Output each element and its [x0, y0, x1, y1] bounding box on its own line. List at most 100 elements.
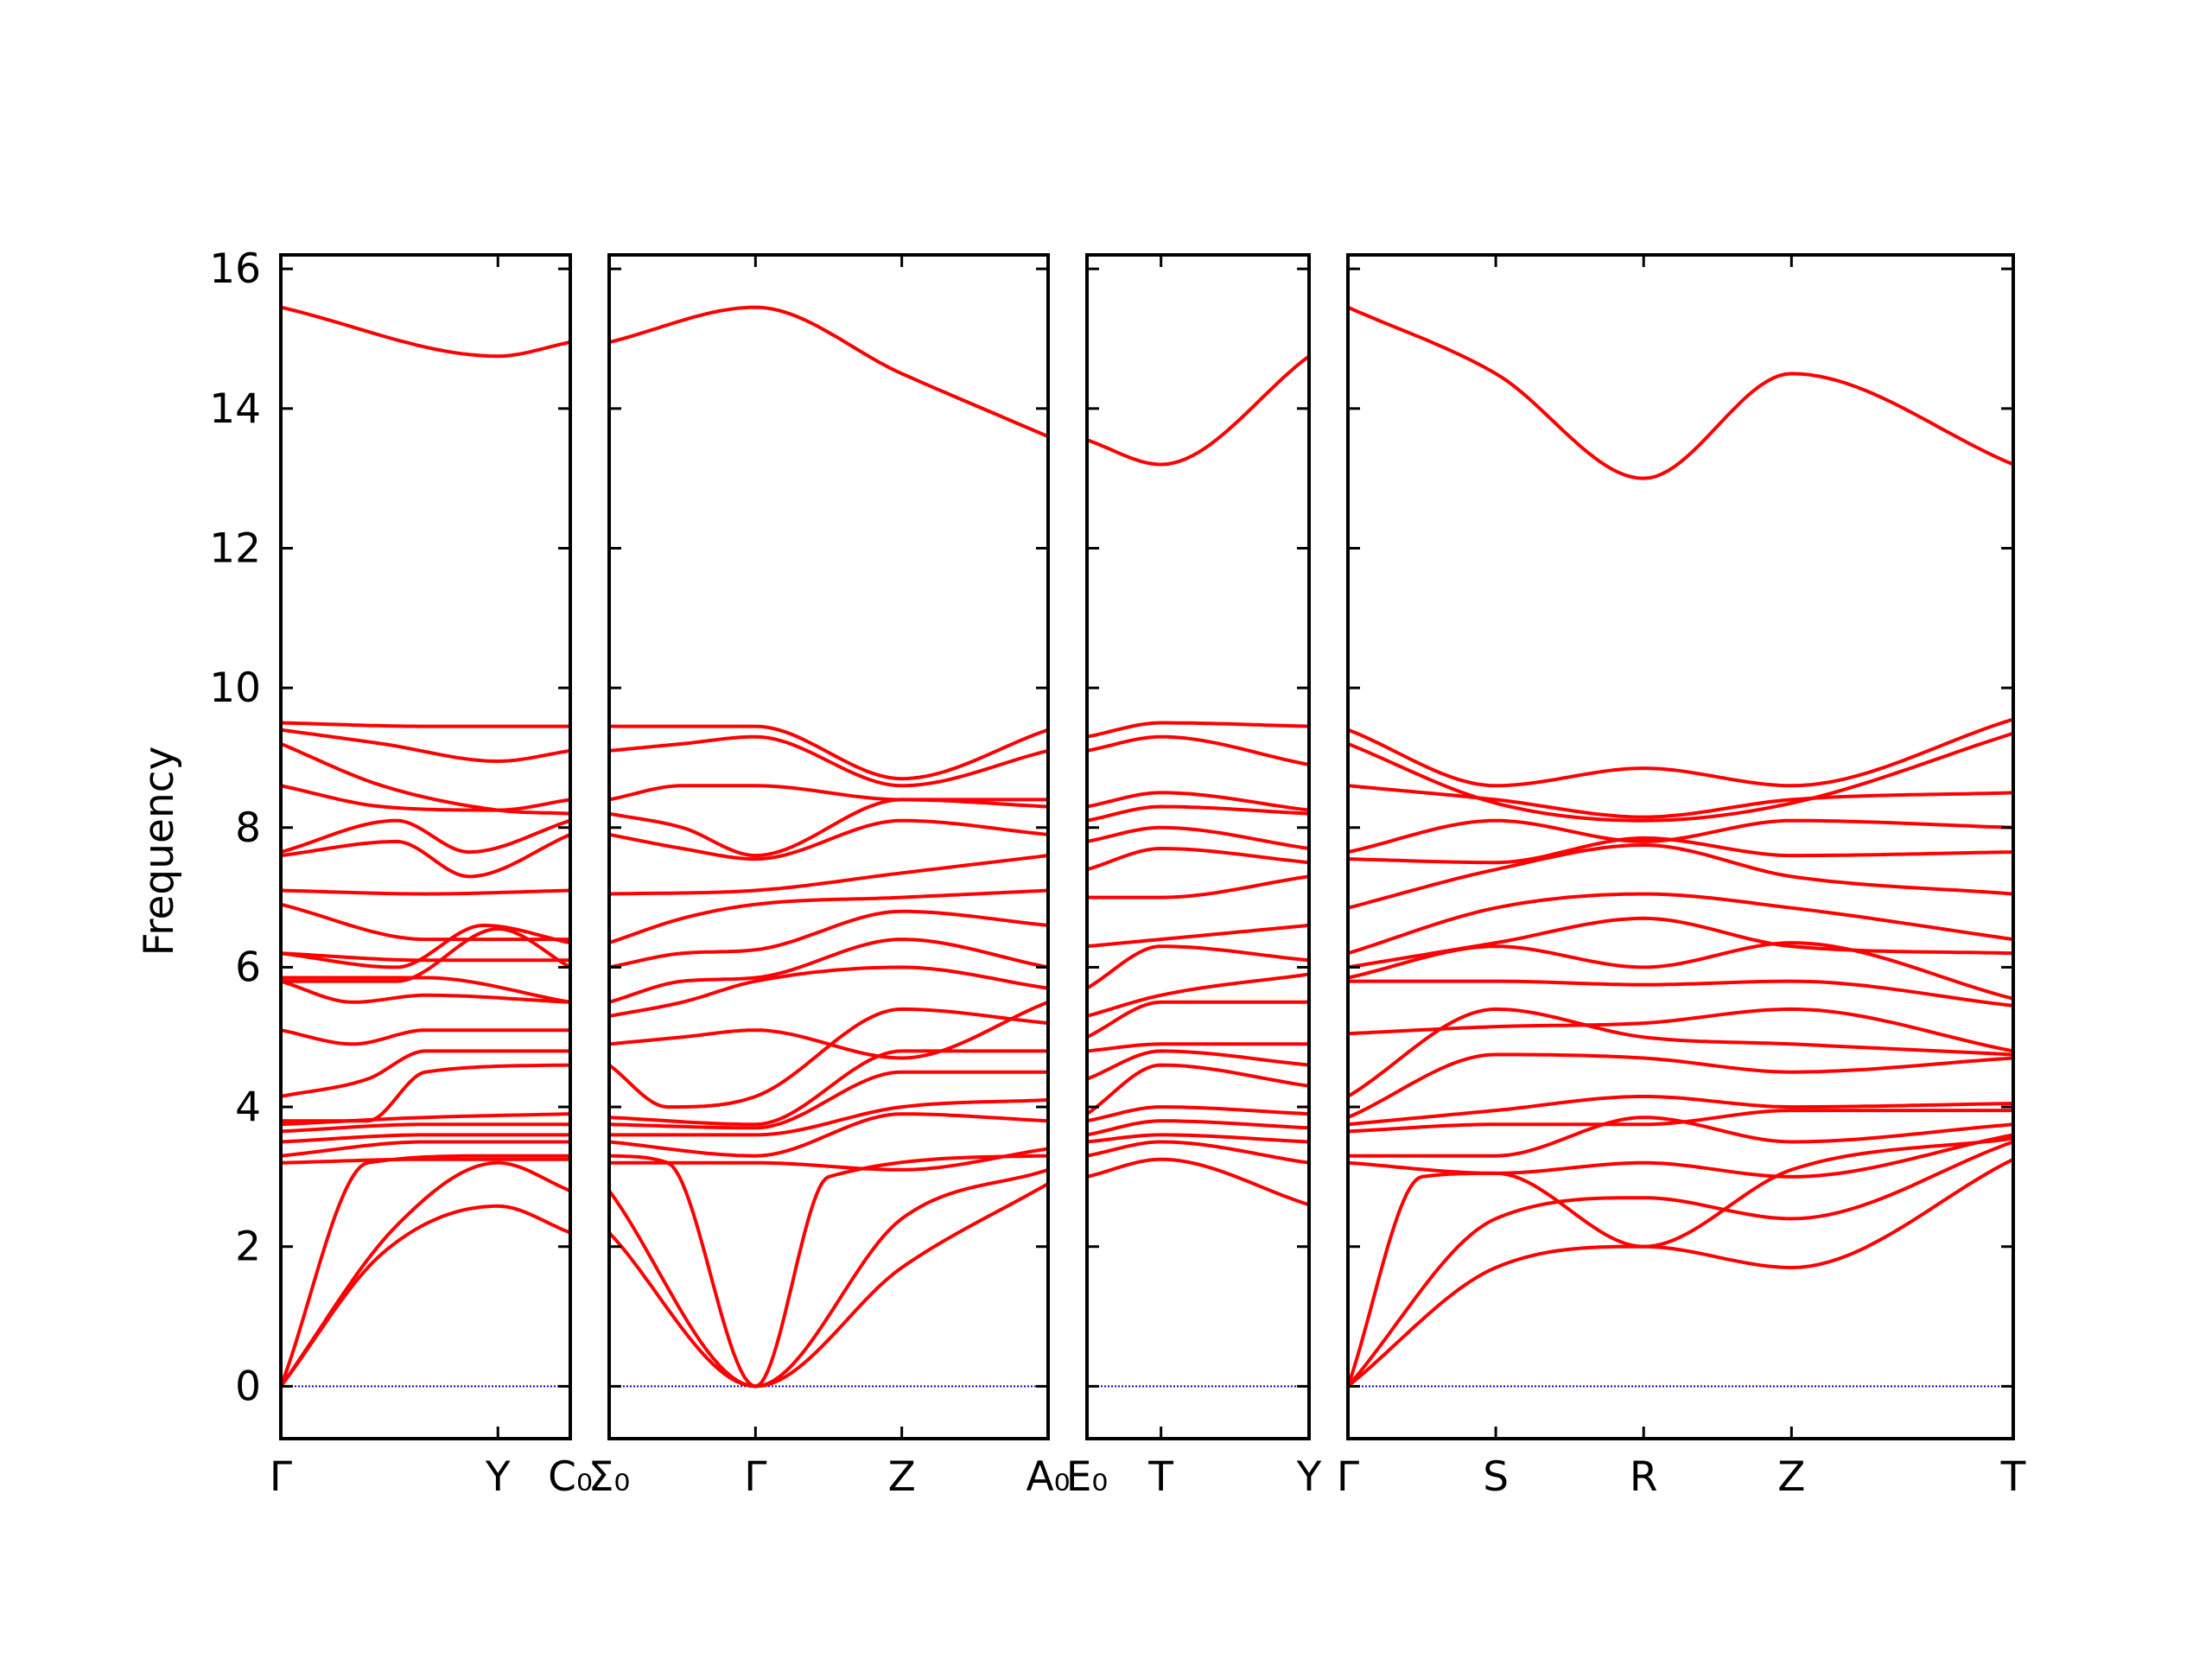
phonon-band-21	[281, 784, 570, 812]
x-tick-label: Γ	[1337, 1453, 1359, 1501]
phonon-band-20	[281, 818, 570, 855]
phonon-band-12	[1087, 923, 1309, 949]
phonon-band-17	[281, 902, 570, 942]
phonon-band-18	[1348, 784, 2013, 819]
x-tick-label: C₀	[548, 1453, 593, 1501]
panel-1: Γ Y C₀	[270, 253, 593, 1501]
x-tick-label: Y	[1296, 1453, 1322, 1501]
phonon-band-17	[1348, 818, 2013, 855]
phonon-band-11	[281, 1028, 570, 1046]
phonon-band-6	[1348, 1109, 2013, 1134]
x-tick-label: Γ	[744, 1453, 766, 1501]
phonon-band-1	[1087, 1157, 1309, 1207]
y-tick-label: 10	[209, 664, 261, 712]
phonon-band-2	[281, 1160, 570, 1389]
phonon-band-5	[1348, 1116, 2013, 1158]
x-tick-label: Z	[888, 1453, 916, 1501]
phonon-band-6	[609, 1098, 1048, 1137]
panel-frame	[279, 253, 572, 1440]
phonon-band-13	[1348, 916, 2013, 969]
y-tick-label: 2	[235, 1224, 261, 1271]
phonon-band-7	[281, 1122, 570, 1134]
y-tick-label: 8	[235, 804, 261, 852]
phonon-band-20	[1087, 354, 1309, 467]
phonon-band-9	[609, 1007, 1048, 1109]
phonon-band-1	[281, 1204, 570, 1389]
phonon-band-18	[281, 888, 570, 896]
phonon-band-4	[1348, 1133, 2013, 1179]
phonon-band-20	[1348, 717, 2013, 788]
phonon-band-16	[281, 923, 570, 969]
x-tick-label: S	[1483, 1453, 1509, 1501]
panel-2: Σ₀ Γ Z A₀	[588, 253, 1071, 1501]
phonon-band-14	[1348, 892, 2013, 956]
phonon-band-7	[1087, 1049, 1309, 1081]
y-tick-label: 12	[209, 524, 261, 572]
x-tick-label: T	[2000, 1453, 2026, 1501]
phonon-band-8	[1348, 1052, 2013, 1120]
phonon-band-19	[1087, 721, 1309, 739]
phonon-band-17	[1087, 791, 1309, 812]
phonon-band-1	[609, 1182, 1048, 1389]
phonon-band-13	[609, 909, 1048, 969]
phonon-band-9	[1087, 1000, 1309, 1039]
phonon-band-16	[1087, 804, 1309, 823]
x-tick-label: Γ	[270, 1453, 292, 1501]
phonon-band-13	[1087, 874, 1309, 899]
phonon-band-18	[609, 784, 1048, 802]
panel-frame	[1085, 253, 1311, 1440]
phonon-band-14	[609, 888, 1048, 945]
phonon-band-3	[609, 1154, 1048, 1389]
phonon-band-10	[1087, 972, 1309, 1018]
phonon-band-6	[1087, 1063, 1309, 1116]
panel-frame	[607, 253, 1050, 1440]
y-tick-label: 14	[209, 385, 261, 433]
phonon-band-11	[1087, 944, 1309, 990]
phonon-band-4	[281, 1157, 570, 1165]
panel-frame	[1346, 253, 2015, 1440]
phonon-band-21	[1348, 305, 2013, 480]
phonon-band-12	[609, 938, 1048, 1004]
phonon-band-22	[281, 741, 570, 816]
phonon-band-19	[1348, 731, 2013, 823]
panel-3: E₀ T Y	[1066, 253, 1322, 1501]
phonon-band-4	[609, 1147, 1048, 1172]
phonon-band-5	[609, 1112, 1048, 1158]
x-tick-label: T	[1147, 1453, 1173, 1501]
phonon-band-2	[1087, 1140, 1309, 1165]
phonon-band-15	[281, 951, 570, 963]
y-tick-label: 0	[235, 1363, 261, 1410]
phonon-band-25	[281, 305, 570, 359]
y-tick-label: 16	[209, 245, 261, 293]
phonon-band-2	[1348, 1140, 2013, 1389]
phonon-band-18	[1087, 734, 1309, 766]
phonon-band-12	[281, 979, 570, 1004]
phonon-band-16	[1348, 836, 2013, 865]
phonon-band-9	[281, 1063, 570, 1123]
phonon-band-9	[1348, 1007, 2013, 1098]
phonon-band-19	[609, 734, 1048, 788]
phonon-band-2	[609, 1167, 1048, 1389]
phonon-band-14	[1087, 847, 1309, 872]
phonon-band-3	[1348, 1136, 2013, 1389]
phonon-band-4	[1087, 1119, 1309, 1137]
phonon-band-19	[281, 832, 570, 879]
phonon-band-3	[281, 1154, 570, 1389]
phonon-band-20	[609, 724, 1048, 781]
phonon-band-3	[1087, 1133, 1309, 1144]
phonon-band-11	[1348, 979, 2013, 1007]
phonon-band-6	[281, 1133, 570, 1144]
y-axis-label: Frequency	[136, 747, 183, 957]
phonon-band-8	[1087, 1042, 1309, 1053]
phonon-band-21	[609, 305, 1048, 439]
phonon-band-7	[609, 1070, 1048, 1130]
x-tick-label: Z	[1777, 1453, 1805, 1501]
y-tick-label: 6	[235, 944, 261, 991]
phonon-band-1	[1348, 1157, 2013, 1389]
x-tick-label: A₀	[1027, 1453, 1071, 1501]
x-tick-label: E₀	[1066, 1453, 1109, 1501]
phonon-band-15	[1087, 825, 1309, 850]
x-tick-label: Y	[485, 1453, 511, 1501]
